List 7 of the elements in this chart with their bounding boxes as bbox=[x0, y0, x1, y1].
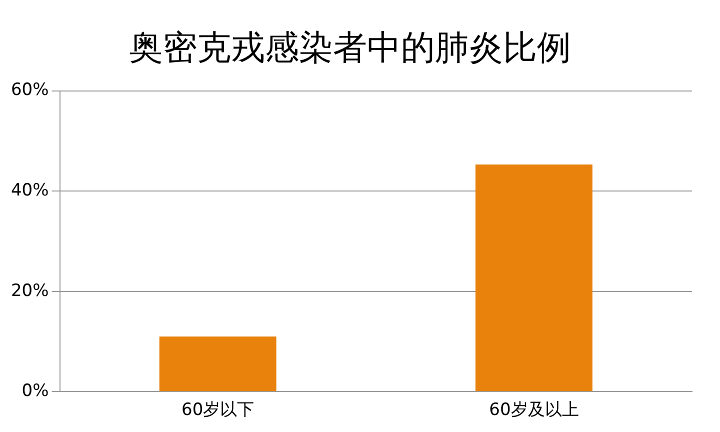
y-tick-label: 60% bbox=[10, 80, 49, 100]
y-tick-label: 40% bbox=[10, 180, 49, 200]
x-tick-label: 60岁及以上 bbox=[489, 400, 579, 420]
y-tick-label: 20% bbox=[10, 280, 49, 301]
chart-title: 奥密克戎感染者中的肺炎比例 bbox=[129, 28, 571, 68]
y-tick-label: 0% bbox=[22, 381, 49, 402]
x-tick-label: 60岁以下 bbox=[182, 400, 254, 420]
